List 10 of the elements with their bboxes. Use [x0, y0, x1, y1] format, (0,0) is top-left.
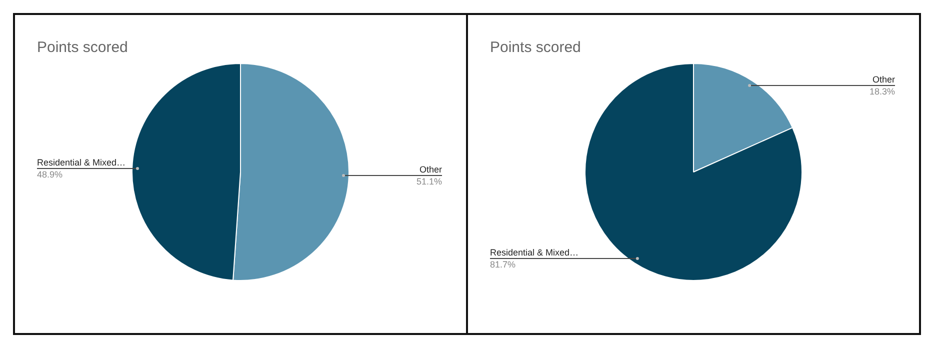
data-label: 81.7% — [490, 259, 516, 270]
chart-title: Points scored — [490, 39, 581, 56]
chart-title: Points scored — [37, 39, 128, 56]
slice-label: Residential & Mixed… — [490, 247, 579, 258]
data-label: 18.3% — [869, 86, 895, 96]
data-label: 48.9% — [37, 169, 63, 180]
slice-label: Other — [419, 164, 442, 175]
slice-label: Other — [872, 74, 895, 84]
slice-label: Residential & Mixed… — [37, 157, 126, 168]
data-label: 51.1% — [416, 176, 442, 187]
